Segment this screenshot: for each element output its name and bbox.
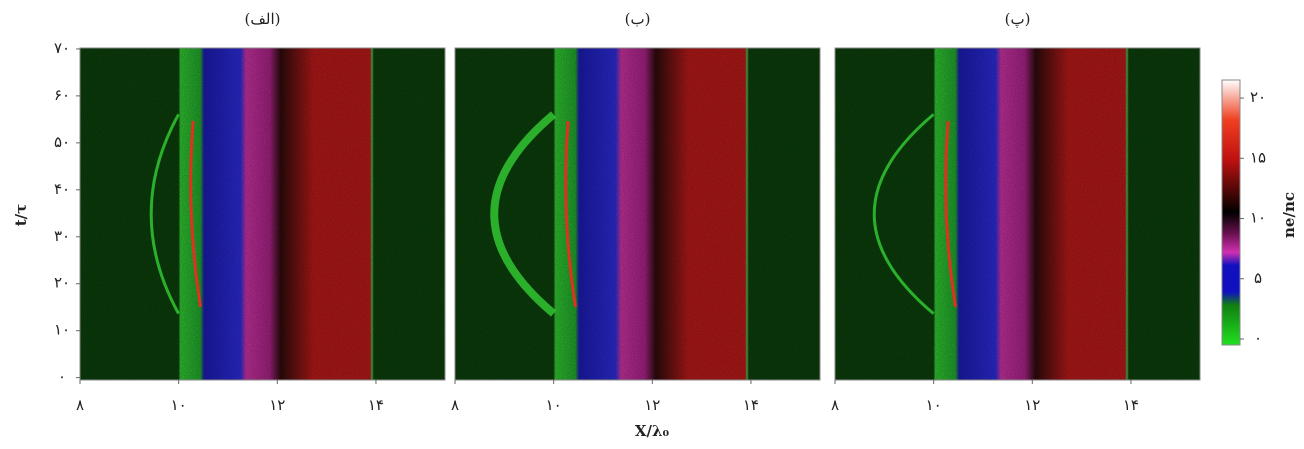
panel-frame <box>79 47 446 381</box>
colorbar <box>1221 79 1241 346</box>
x-tick-label: ۱۲ <box>269 396 285 414</box>
front-arc <box>872 113 935 315</box>
colorbar-tick-label: ۲۰ <box>1250 88 1266 106</box>
panel-title: (الف) <box>245 10 281 28</box>
panel-title: (پ) <box>1005 10 1031 28</box>
heatmap-texture <box>455 48 820 380</box>
y-tick-label: ۷۰ <box>54 39 70 57</box>
x-tick-label: ۱۰ <box>546 396 562 414</box>
x-tick-label: ۱۴ <box>743 396 759 414</box>
front-arc <box>944 120 957 308</box>
x-tick-label: ۸ <box>451 396 459 414</box>
y-tick-label: ۱۰ <box>54 321 70 339</box>
x-tick-label: ۱۴ <box>1123 396 1139 414</box>
x-tick-label: ۱۲ <box>1024 396 1040 414</box>
x-tick-label: ۸ <box>831 396 839 414</box>
front-arc <box>189 120 202 308</box>
y-tick-label: ۳۰ <box>54 227 70 245</box>
y-tick-label: ۰ <box>58 368 66 386</box>
y-tick-label: ۶۰ <box>54 86 70 104</box>
heatmap-texture <box>835 48 1200 380</box>
y-tick-label: ۴۰ <box>54 180 70 198</box>
colorbar-tick-label: ۱۵ <box>1250 148 1266 166</box>
front-arc <box>490 111 557 317</box>
front-arc <box>149 113 180 315</box>
panel-frame <box>834 47 1201 381</box>
y-tick-label: ۵۰ <box>54 133 70 151</box>
y-tick-label: ۲۰ <box>54 274 70 292</box>
front-arc <box>564 120 577 308</box>
x-tick-label: ۸ <box>76 396 84 414</box>
panel-title: (ب) <box>625 10 651 28</box>
x-axis-label: X/λ₀ <box>635 422 670 440</box>
x-tick-label: ۱۲ <box>644 396 660 414</box>
colorbar-tick-label: ۱۰ <box>1250 209 1266 227</box>
panel-frame <box>454 47 821 381</box>
colorbar-tick-label: ۵ <box>1254 269 1262 287</box>
colorbar-tick-label: ۰ <box>1254 329 1262 347</box>
x-tick-label: ۱۰ <box>926 396 942 414</box>
colorbar-label: ne/nc <box>1280 192 1298 238</box>
heatmap-texture <box>80 48 445 380</box>
y-axis-label: t/τ <box>12 204 30 227</box>
x-tick-label: ۱۰ <box>171 396 187 414</box>
x-tick-label: ۱۴ <box>368 396 384 414</box>
